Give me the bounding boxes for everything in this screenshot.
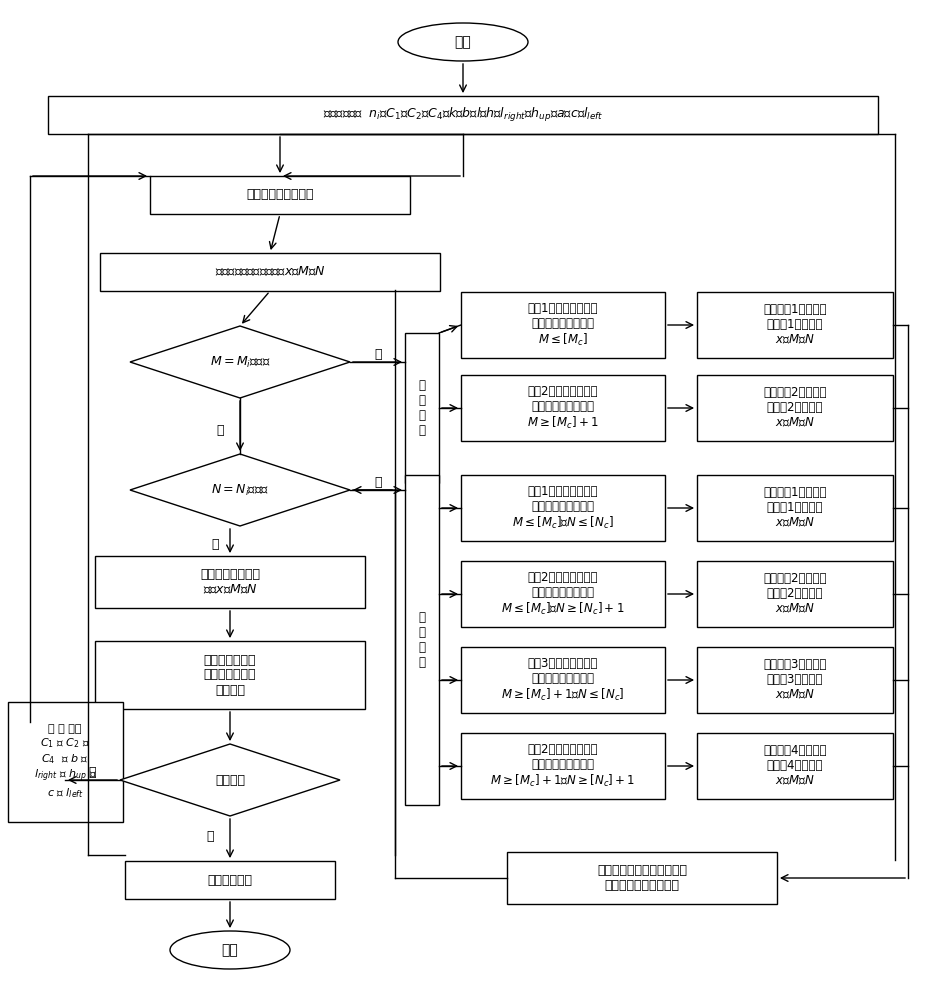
Ellipse shape <box>398 23 528 61</box>
Text: 是: 是 <box>211 538 219 550</box>
Text: 计算每个开闭站
四个顶点的坐标
绘制图形: 计算每个开闭站 四个顶点的坐标 绘制图形 <box>204 654 256 696</box>
Text: 分支2：原模型的松弛
问题增加约束条件：
$M\geq[M_c]+1$: 分支2：原模型的松弛 问题增加约束条件： $M\geq[M_c]+1$ <box>527 385 599 431</box>
Text: 输入初始值：  $n_i$、$C_1$、$C_2$、$C_4$、$k$、$b$、$l$、$h$、$l_{right}$、$h_{up}$、$a$、$c$、$l_: 输入初始值： $n_i$、$C_1$、$C_2$、$C_4$、$k$、$b$、$… <box>323 106 603 124</box>
Bar <box>697 733 893 799</box>
Text: 否: 否 <box>375 349 382 361</box>
Bar <box>461 375 665 441</box>
Bar <box>697 561 893 627</box>
Text: 分支2：原模型的松弛
问题增加约束条件：
$M\leq[M_c]$；$N\geq[N_c]+1$: 分支2：原模型的松弛 问题增加约束条件： $M\leq[M_c]$；$N\geq… <box>502 571 625 617</box>
Bar <box>95 641 365 709</box>
Text: 否: 否 <box>88 766 95 778</box>
Bar <box>100 253 440 291</box>
Text: 求解分支2模型，得
到分支2最优解：
$x$、$M$、$N$: 求解分支2模型，得 到分支2最优解： $x$、$M$、$N$ <box>763 386 827 430</box>
Bar <box>507 852 777 904</box>
Text: 得到松弛问题的最优解：$x$、$M$、$N$: 得到松弛问题的最优解：$x$、$M$、$N$ <box>215 265 325 279</box>
Text: 是: 是 <box>206 830 214 844</box>
Text: 求解分支3模型，得
到分支3最优解：
$x$、$M$、$N$: 求解分支3模型，得 到分支3最优解： $x$、$M$、$N$ <box>763 658 827 702</box>
Bar <box>48 96 878 134</box>
Bar <box>461 733 665 799</box>
Text: 分支1：原模型的松弛
问题增加约束条件：
$M\leq[M_c]$: 分支1：原模型的松弛 问题增加约束条件： $M\leq[M_c]$ <box>527 302 598 348</box>
Bar <box>461 292 665 358</box>
Bar <box>697 375 893 441</box>
Text: 求解分支1模型，得
到分支1最优解：
$x$、$M$、$N$: 求解分支1模型，得 到分支1最优解： $x$、$M$、$N$ <box>763 486 827 530</box>
Text: 划
分
分
支: 划 分 分 支 <box>418 611 425 669</box>
Bar <box>461 475 665 541</box>
Text: 比较四个分支的结果，保留
最优解，舍弃其余分支: 比较四个分支的结果，保留 最优解，舍弃其余分支 <box>597 864 687 892</box>
Text: 调 整 参数
$C_1$ 、 $C_2$ 、
$C_4$  、 $b$ 、
$l_{right}$ 、 $h_{up}$ 、
$c$ 、 $l_{left}$: 调 整 参数 $C_1$ 、 $C_2$ 、 $C_4$ 、 $b$ 、 $l_… <box>33 724 96 800</box>
Text: 划
分
分
支: 划 分 分 支 <box>418 379 425 437</box>
Bar <box>7 702 122 822</box>
Polygon shape <box>120 744 340 816</box>
Text: 开始: 开始 <box>454 35 471 49</box>
Ellipse shape <box>170 931 290 969</box>
Text: 输出坐标结果: 输出坐标结果 <box>208 874 252 886</box>
Text: $M$$=$$M_i$为整数: $M$$=$$M_i$为整数 <box>210 354 271 370</box>
Text: 求解分支1模型，得
到分支1最优解：
$x$、$M$、$N$: 求解分支1模型，得 到分支1最优解： $x$、$M$、$N$ <box>763 303 827 347</box>
Bar <box>697 647 893 713</box>
Text: 得到原问题的最优
解：$x$、$M$、$N$: 得到原问题的最优 解：$x$、$M$、$N$ <box>200 568 260 596</box>
Bar <box>150 176 410 214</box>
Text: 分支2：原模型的松弛
问题增加约束条件：
$M\geq[M_c]+1$；$N\geq[N_c]+1$: 分支2：原模型的松弛 问题增加约束条件： $M\geq[M_c]+1$；$N\g… <box>490 743 636 789</box>
Text: 是: 是 <box>216 424 223 436</box>
Polygon shape <box>130 454 350 526</box>
Bar <box>95 556 365 608</box>
Bar <box>405 333 439 483</box>
Text: 分支1：原模型的松弛
问题增加约束条件：
$M\leq[M_c]$；$N\leq[N_c]$: 分支1：原模型的松弛 问题增加约束条件： $M\leq[M_c]$；$N\leq… <box>512 485 614 531</box>
Bar <box>697 292 893 358</box>
Text: 求解分支4模型，得
到分支4最优解：
$x$、$M$、$N$: 求解分支4模型，得 到分支4最优解： $x$、$M$、$N$ <box>763 744 827 788</box>
Text: 否: 否 <box>375 476 382 488</box>
Text: $N$$=$$N_i$为整数: $N$$=$$N_i$为整数 <box>211 482 269 498</box>
Bar <box>697 475 893 541</box>
Bar <box>405 475 439 805</box>
Text: 结束: 结束 <box>222 943 238 957</box>
Text: 分支3：原模型的松弛
问题增加约束条件：
$M\geq[M_c]+1$；$N\leq[N_c]$: 分支3：原模型的松弛 问题增加约束条件： $M\geq[M_c]+1$；$N\l… <box>502 657 625 703</box>
Bar <box>461 647 665 713</box>
Bar <box>461 561 665 627</box>
Text: 是否满意: 是否满意 <box>215 774 245 786</box>
Bar <box>125 861 335 899</box>
Polygon shape <box>130 326 350 398</box>
Text: 求解分支2模型，得
到分支2最优解：
$x$、$M$、$N$: 求解分支2模型，得 到分支2最优解： $x$、$M$、$N$ <box>763 572 827 616</box>
Text: 求解模型的松弛问题: 求解模型的松弛问题 <box>247 188 313 202</box>
